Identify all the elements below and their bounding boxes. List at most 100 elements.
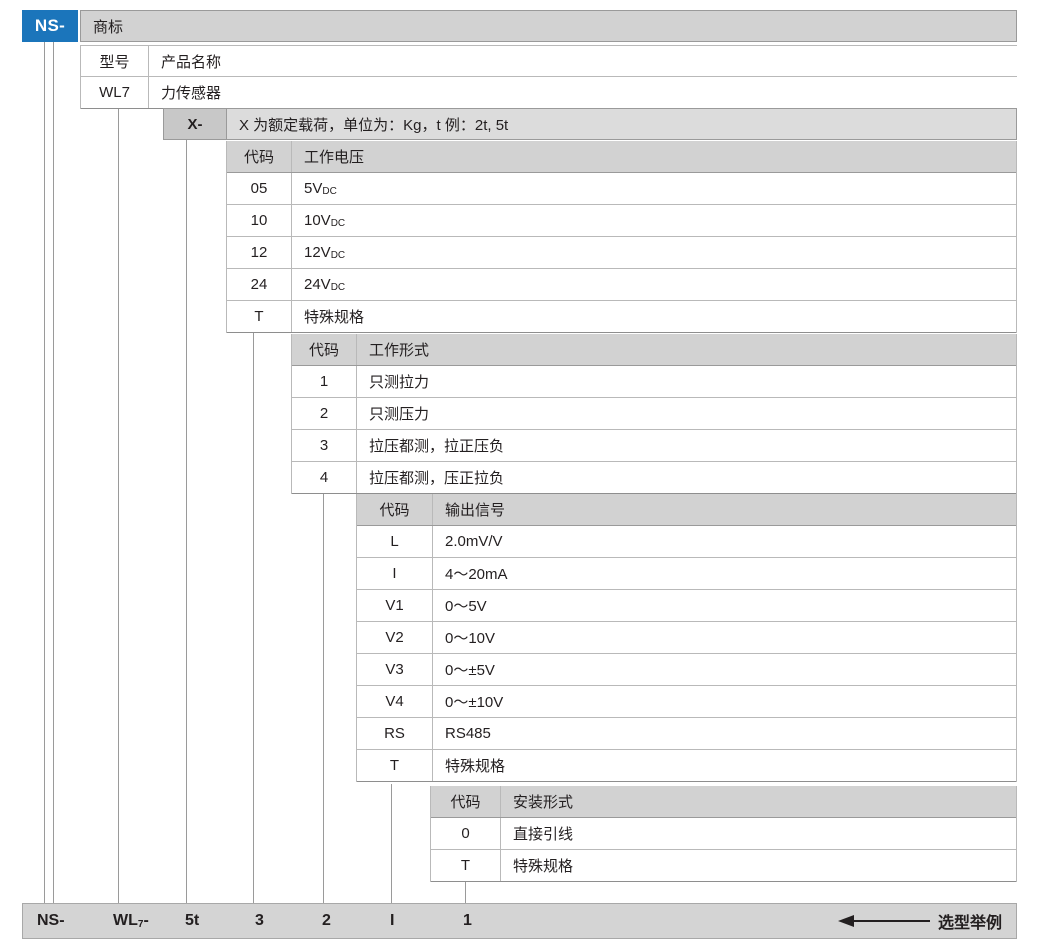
output-signal-header-desc: 输出信号 [445,502,506,519]
example-text-mounting: 1 [463,912,472,929]
example-text-brand: NS- [37,912,65,929]
output-signal-code-4: V3 [357,654,433,685]
output-signal-desc-7: 特殊规格 [445,758,506,775]
voltage-subscript-0: DC [322,186,337,197]
table-row: 2 只测压力 [292,398,1016,430]
connector-line-voltage [253,333,254,903]
model-table: 型号 产品名称 WL7 力传感器 [80,45,1017,109]
output-signal-code-2: V1 [357,590,433,621]
capacity-desc: X 为额定载荷，单位为：Kg，t 例：2t, 5t [227,109,1016,139]
example-subscript-model: 7 [137,918,144,930]
table-row: T 特殊规格 [227,301,1016,333]
brand-code: NS- [34,16,66,35]
example-item-capacity: 5t [185,904,199,938]
connector-line-capacity [186,138,187,903]
table-row: V4 0～±10V [357,686,1016,718]
mounting-header-desc: 安装形式 [513,794,574,811]
example-item-voltage: 3 [255,904,264,938]
table-row: 12 12V DC [227,237,1016,269]
voltage-table: 代码 工作电压 05 5V DC 10 10V DC 12 12V DC 24 24V… [226,141,1017,333]
table-row: T 特殊规格 [357,750,1016,782]
work-mode-desc-2: 拉压都测，拉正压负 [369,438,505,455]
voltage-desc-4: 特殊规格 [304,309,365,326]
table-row: T 特殊规格 [431,850,1016,882]
output-signal-code-3: V2 [357,622,433,653]
output-signal-table: 代码 输出信号 L 2.0mV/V I 4～20mA V1 0～5V V2 0～… [356,494,1017,782]
output-signal-desc-4: 0～±5V [445,662,495,679]
example-text-output: I [390,912,395,929]
example-tail-model: - [143,912,149,929]
connector-line-mounting [465,882,466,903]
example-item-brand: NS- [37,904,65,938]
work-mode-header-row: 代码 工作形式 [292,334,1016,366]
model-desc: 力传感器 [161,85,222,102]
mounting-code-0: 0 [431,818,501,849]
voltage-code-1: 10 [227,205,292,236]
example-note-label: 选型举例 [937,915,1002,932]
example-note: 选型举例 [837,904,1002,938]
output-signal-code-7: T [357,750,433,781]
example-item-mounting: 1 [463,904,472,938]
voltage-code-4: T [227,301,292,332]
work-mode-code-1: 2 [292,398,357,429]
mounting-header-row: 代码 安装形式 [431,786,1016,818]
example-text-model: WL [113,912,138,929]
capacity-code: X- [164,109,227,139]
table-row: V1 0～5V [357,590,1016,622]
table-row: 24 24V DC [227,269,1016,301]
table-row: V3 0～±5V [357,654,1016,686]
connector-line-workmode [323,492,324,903]
mounting-desc-0: 直接引线 [513,826,574,843]
brand-label: 商标 [93,18,124,36]
model-header-row: 型号 产品名称 [81,45,1017,77]
output-signal-header-row: 代码 输出信号 [357,494,1016,526]
example-item-output: I [390,904,394,938]
output-signal-header-code: 代码 [357,494,433,525]
table-row: RS RS485 [357,718,1016,750]
model-header-code: 型号 [81,46,149,76]
table-row: 3 拉压都测，拉正压负 [292,430,1016,462]
connector-line-output [391,784,392,903]
table-row: 0 直接引线 [431,818,1016,850]
voltage-desc-0: 5V DC [292,173,1016,204]
work-mode-desc-1: 只测压力 [369,406,430,423]
work-mode-code-3: 4 [292,462,357,493]
connector-line-model [53,42,54,903]
example-item-workmode: 2 [322,904,331,938]
output-signal-code-6: RS [357,718,433,749]
table-row: 4 拉压都测，压正拉负 [292,462,1016,494]
work-mode-header-code: 代码 [292,334,357,365]
voltage-subscript-2: DC [330,250,346,261]
work-mode-header-desc: 工作形式 [369,342,430,359]
voltage-code-2: 12 [227,237,292,268]
work-mode-code-0: 1 [292,366,357,397]
table-row: 05 5V DC [227,173,1016,205]
mounting-table: 代码 安装形式 0 直接引线 T 特殊规格 [430,786,1017,882]
output-signal-desc-5: 0～±10V [445,694,504,711]
voltage-desc-3: 24V DC [292,269,1016,300]
work-mode-desc-0: 只测拉力 [369,374,430,391]
output-signal-desc-1: 4～20mA [445,566,508,583]
output-signal-desc-0: 2.0mV/V [445,533,503,550]
output-signal-code-0: L [357,526,433,557]
voltage-value-1: 10V [304,212,331,229]
voltage-header-desc: 工作电压 [304,149,365,166]
model-row: WL7 力传感器 [81,77,1017,109]
brand-code-chip: NS- [22,10,78,42]
example-text-workmode: 2 [322,912,331,929]
brand-label-row: 商标 [80,10,1017,42]
model-header-desc: 产品名称 [161,53,222,71]
voltage-desc-1: 10V DC [292,205,1016,236]
voltage-value-2: 12V [304,244,331,261]
example-bar: NS- WL 7 - 5t 3 2 I 1 选型举例 [22,903,1017,939]
output-signal-code-1: I [357,558,433,589]
capacity-row: X- X 为额定载荷，单位为：Kg，t 例：2t, 5t [163,108,1017,140]
output-signal-desc-6: RS485 [445,725,491,742]
table-row: L 2.0mV/V [357,526,1016,558]
voltage-header-code: 代码 [227,141,292,172]
voltage-value-0: 5V [304,180,323,197]
work-mode-desc-3: 拉压都测，压正拉负 [369,470,505,487]
voltage-subscript-3: DC [330,282,346,293]
table-row: I 4～20mA [357,558,1016,590]
